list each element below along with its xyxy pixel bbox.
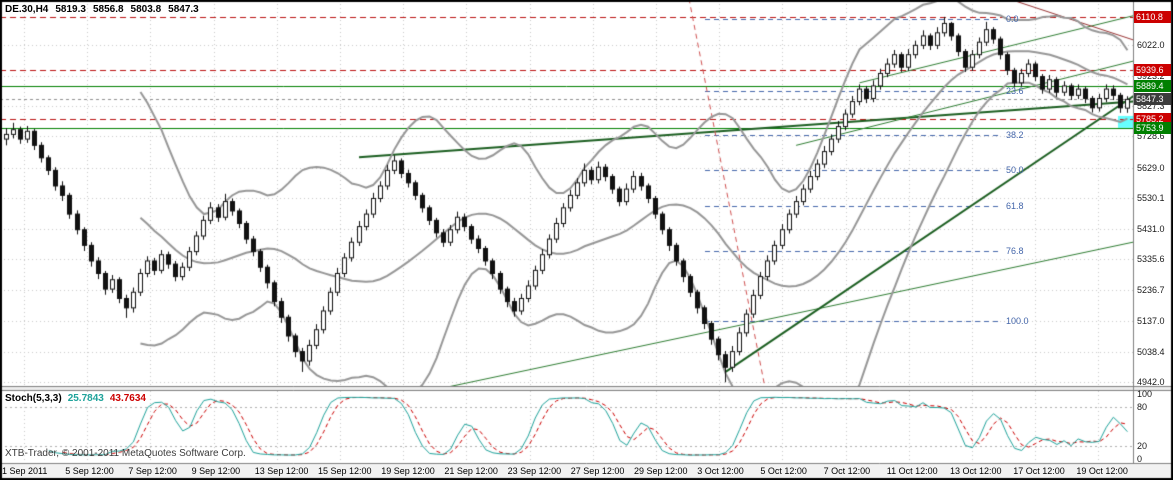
price-axis-label: 5431.0 xyxy=(1137,224,1165,235)
stoch-scale-label: 20 xyxy=(1137,441,1148,451)
stoch-k-value: 25.7843 xyxy=(67,393,104,404)
price-axis-label: 5827.3 xyxy=(1137,100,1165,111)
stoch-scale-label: 80 xyxy=(1137,402,1148,412)
ohlc-open: 5819.3 xyxy=(55,4,86,15)
fib-level-label: 38.2 xyxy=(1006,129,1024,140)
time-axis-label: 21 Sep 12:00 xyxy=(444,466,498,476)
time-axis-label: 9 Sep 12:00 xyxy=(191,466,241,476)
price-axis-label: 4942.0 xyxy=(1137,377,1165,388)
time-axis-label: 15 Sep 12:00 xyxy=(318,466,372,476)
price-axis-label: 5137.0 xyxy=(1137,316,1165,327)
fib-level-label: 100.0 xyxy=(1006,316,1029,327)
fib-level-label: 0.0 xyxy=(1006,14,1019,25)
symbol-period-label: DE.30,H4 xyxy=(5,4,49,15)
fib-level-label: 76.8 xyxy=(1006,246,1024,257)
price-level-box: 5939.6 xyxy=(1134,64,1171,77)
price-axis-label: 5335.6 xyxy=(1137,254,1165,265)
time-axis-label: 3 Oct 12:00 xyxy=(697,466,744,476)
ohlc-close: 5847.3 xyxy=(168,4,199,15)
time-axis-label: 11 Oct 12:00 xyxy=(886,466,938,476)
indicator-name-label: Stoch(5,3,3) xyxy=(5,393,62,404)
price-axis-label: 5629.0 xyxy=(1137,162,1165,173)
price-level-box: 6110.8 xyxy=(1134,10,1171,23)
price-level-box: 5847.3 xyxy=(1134,93,1171,106)
time-axis-label: 19 Oct 12:00 xyxy=(1076,466,1128,476)
indicator-header: Stoch(5,3,3) 25.7843 43.7634 xyxy=(5,393,152,404)
fib-level-label: 61.8 xyxy=(1006,200,1024,211)
chart-header: DE.30,H4 5819.3 5856.8 5803.8 5847.3 xyxy=(5,4,206,15)
time-axis-label: 27 Sep 12:00 xyxy=(570,466,625,476)
stoch-scale-label: 100 xyxy=(1137,389,1153,399)
time-axis-label: 1 Sep 2011 xyxy=(2,466,48,476)
time-axis-label: 7 Sep 12:00 xyxy=(128,466,177,476)
fib-level-label: 23.6 xyxy=(1006,85,1024,96)
ohlc-low: 5803.8 xyxy=(130,4,162,15)
time-axis-label: 23 Sep 12:00 xyxy=(507,466,562,476)
time-axis-label: 7 Oct 12:00 xyxy=(823,466,871,476)
fib-level-label: 50.0 xyxy=(1006,165,1024,176)
time-axis-label: 17 Oct 12:00 xyxy=(1013,466,1065,476)
ohlc-high: 5856.8 xyxy=(92,4,124,15)
stoch-scale-label: 0 xyxy=(1137,454,1143,464)
price-axis-label: 6022.0 xyxy=(1137,39,1165,50)
time-axis-label: 5 Sep 12:00 xyxy=(65,466,114,476)
time-axis-label: 19 Sep 12:00 xyxy=(381,466,435,476)
price-axis-label: 5728.6 xyxy=(1137,131,1165,142)
price-level-box: 5889.4 xyxy=(1134,80,1171,93)
stoch-d-value: 43.7634 xyxy=(109,393,146,404)
price-axis-label: 5038.4 xyxy=(1137,347,1165,358)
price-level-box: 5753.9 xyxy=(1134,122,1171,135)
time-axis-label: 5 Oct 12:00 xyxy=(760,466,807,476)
price-axis-label: 5530.1 xyxy=(1137,193,1165,204)
time-axis-label: 13 Sep 12:00 xyxy=(254,466,309,476)
copyright-text: XTB-Trader, © 2001-2011 MetaQuotes Softw… xyxy=(5,448,246,459)
price-axis-label: 5236.7 xyxy=(1137,285,1165,296)
time-axis-label: 13 Oct 12:00 xyxy=(950,466,1002,476)
price-level-box: 5785.2 xyxy=(1134,112,1171,125)
time-axis-label: 29 Sep 12:00 xyxy=(634,466,688,476)
